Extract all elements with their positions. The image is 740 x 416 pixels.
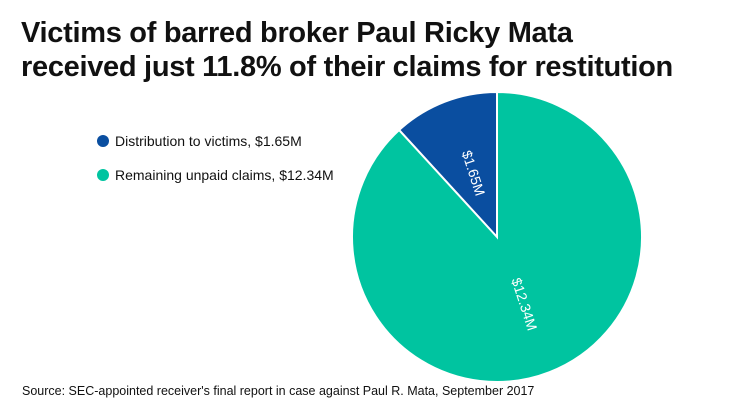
- legend-label: Remaining unpaid claims, $12.34M: [115, 167, 334, 183]
- pie-slice: [351, 90, 643, 383]
- legend-swatch: [97, 135, 109, 147]
- legend-label: Distribution to victims, $1.65M: [115, 133, 302, 149]
- pie-slice: [397, 90, 498, 240]
- legend-swatch: [97, 169, 109, 181]
- legend: Distribution to victims, $1.65M Remainin…: [97, 132, 334, 200]
- chart-title: Victims of barred broker Paul Ricky Mata…: [21, 16, 673, 84]
- legend-item-distribution: Distribution to victims, $1.65M: [97, 132, 334, 150]
- title-line-1: Victims of barred broker Paul Ricky Mata: [21, 17, 573, 49]
- legend-item-remaining: Remaining unpaid claims, $12.34M: [97, 166, 334, 184]
- source-note: Source: SEC-appointed receiver's final r…: [22, 384, 535, 398]
- title-line-2: received just 11.8% of their claims for …: [21, 51, 673, 83]
